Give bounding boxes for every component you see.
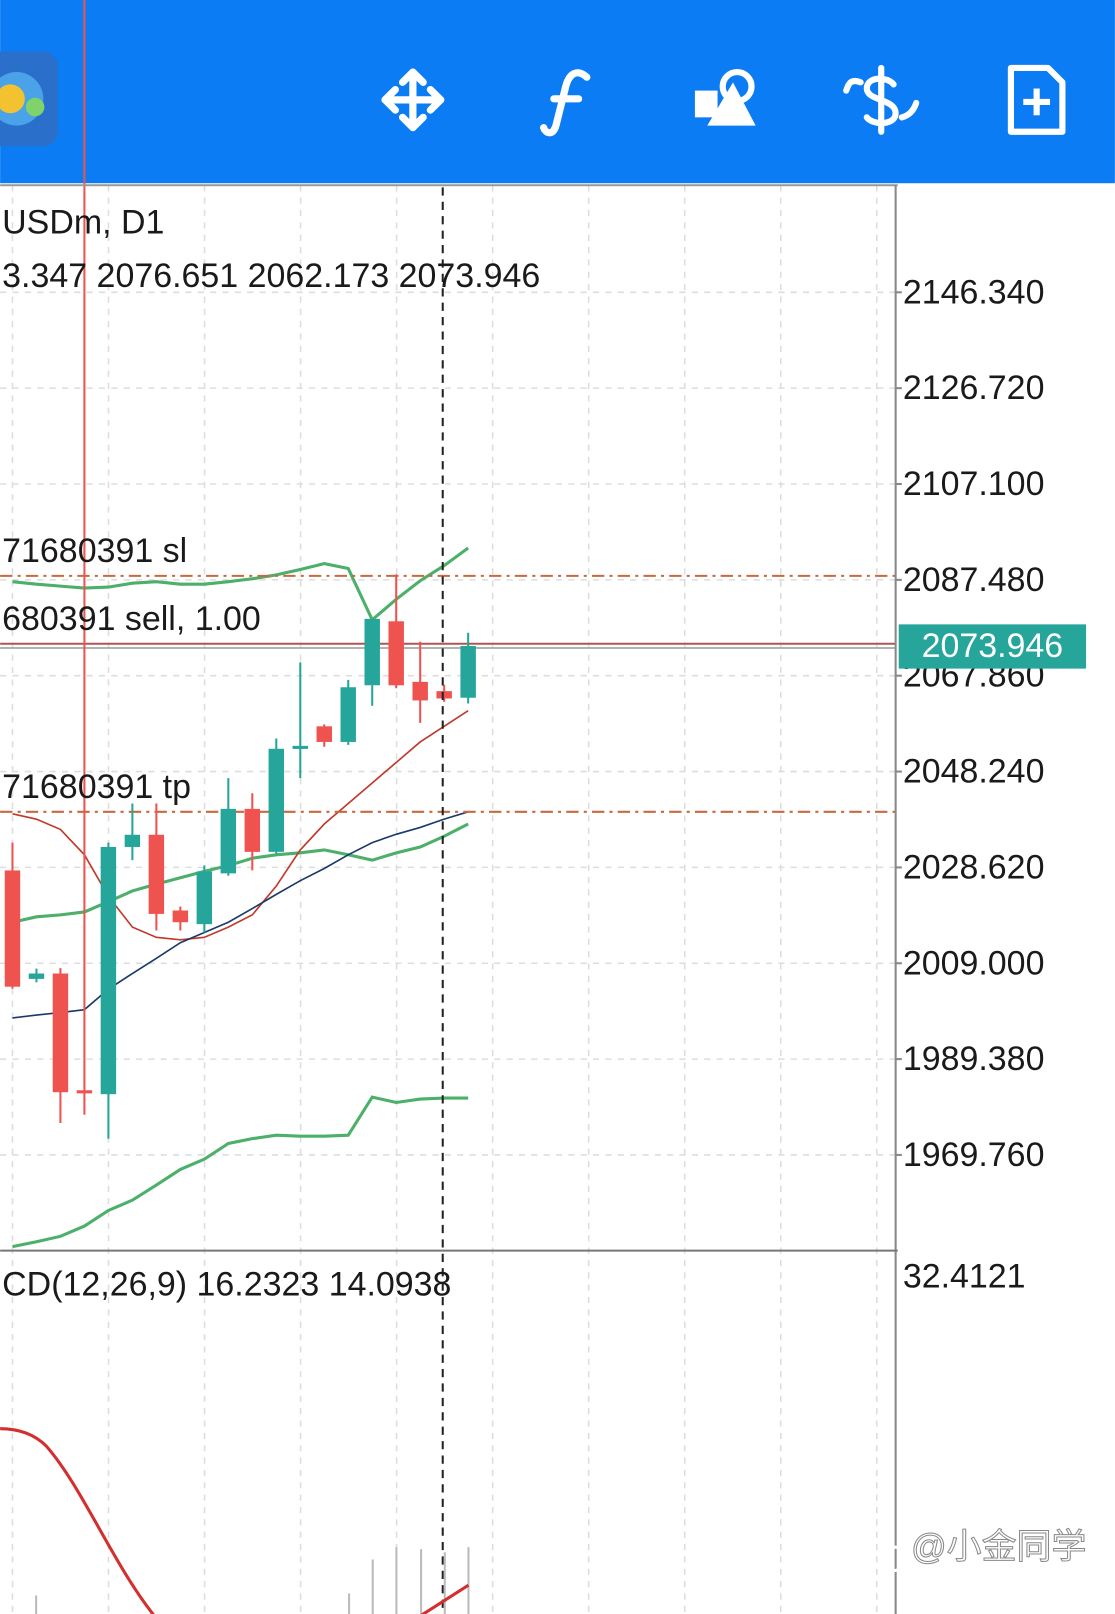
candle-body (316, 726, 332, 742)
candle-body (268, 748, 285, 852)
watermark-text: @小金同学 (911, 1527, 1086, 1566)
y-tick-label: 2009.000 (903, 944, 1045, 982)
ohlc-label: 3.347 2076.651 2062.173 2073.946 (2, 257, 540, 295)
indicators-icon[interactable] (540, 69, 591, 137)
move-icon[interactable] (381, 68, 445, 132)
candle-body (76, 1090, 93, 1094)
grid (0, 185, 902, 1614)
y-tick-label: 2146.340 (903, 273, 1045, 311)
y-tick-label: 2107.100 (903, 465, 1045, 503)
macd-histogram (35, 1547, 470, 1614)
order-level-label: 680391 sell, 1.00 (2, 600, 261, 638)
indicator-line (12, 709, 469, 941)
order-level-label: 71680391 sl (2, 532, 187, 570)
macd-line (420, 1583, 470, 1614)
candle-body (292, 745, 308, 749)
candle-body (340, 687, 356, 742)
candle-body (100, 846, 117, 1095)
indicator-line (12, 811, 469, 1019)
candle-body (220, 808, 237, 874)
indicator-line (12, 546, 470, 623)
current-price-box (898, 624, 1087, 669)
candle-body (148, 834, 165, 914)
candle-body (4, 870, 21, 987)
y-tick-label: 2048.240 (903, 753, 1045, 791)
candle-body (364, 618, 380, 686)
toolbar (0, 0, 1115, 184)
candle-body (460, 645, 476, 698)
y-tick-label: 2087.480 (903, 561, 1045, 599)
candle-body (388, 621, 404, 686)
indicator-line (12, 1095, 469, 1249)
plot (0, 0, 896, 1249)
candle-body (52, 973, 69, 1093)
y-tick-label: 2126.720 (903, 369, 1045, 407)
candle-body (244, 808, 261, 852)
current-price-label: 2073.946 (922, 627, 1064, 665)
trade-icon[interactable] (843, 64, 920, 135)
macd-tick-label: 32.4121 (903, 1257, 1026, 1295)
chart-title: USDm, D1 (2, 203, 164, 241)
macd-line (0, 1427, 155, 1614)
y-tick-label: 1969.760 (903, 1136, 1045, 1174)
watermark: @小金同学 (886, 1527, 1087, 1573)
objects-icon[interactable] (694, 68, 756, 126)
candle-body (196, 871, 213, 925)
candle-body (436, 691, 452, 699)
new-order-icon[interactable] (1007, 64, 1066, 135)
y-tick-label: 1989.380 (903, 1040, 1045, 1078)
app-icon[interactable] (0, 51, 58, 147)
y-tick-label: 2028.620 (903, 848, 1045, 886)
candle-body (412, 681, 428, 701)
candle-body (28, 973, 45, 979)
indicator-line (12, 822, 469, 924)
macd-label: CD(12,26,9) 16.2323 14.0938 (2, 1266, 451, 1304)
candle-body (124, 834, 141, 847)
candle-body (172, 910, 189, 923)
order-level-label: 71680391 tp (2, 768, 191, 806)
